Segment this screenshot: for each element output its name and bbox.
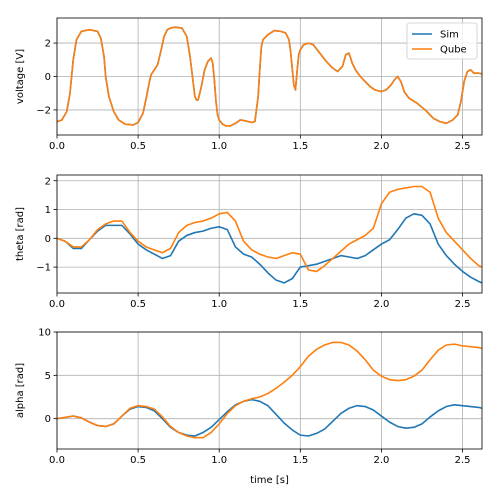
y-tick-label: 10 bbox=[38, 328, 51, 339]
series-line-qube bbox=[57, 341, 482, 439]
y-tick-label: 0 bbox=[45, 234, 51, 245]
x-tick-label: 1.0 bbox=[211, 299, 227, 310]
x-tick-label: 0.0 bbox=[49, 455, 65, 466]
y-tick-label: 5 bbox=[45, 371, 51, 382]
y-tick-label: 0 bbox=[45, 72, 51, 83]
series-line-qube bbox=[57, 185, 482, 273]
legend-label-sim: Sim bbox=[440, 30, 459, 41]
y-axis-label: voltage [V] bbox=[15, 49, 26, 104]
x-tick-label: 2.5 bbox=[455, 455, 471, 466]
x-tick-label: 0.0 bbox=[49, 141, 65, 152]
chart-panel-1: 0.0 0.5 1.0 1.5 2.0 2.5 −2 0 2 voltage [V] Sim Qube bbox=[15, 17, 483, 152]
y-tick-label: −1 bbox=[36, 263, 51, 274]
x-tick-label: 0.0 bbox=[49, 299, 65, 310]
series-group bbox=[57, 341, 482, 439]
y-tick-label: 1 bbox=[45, 205, 51, 216]
x-tick-label: 2.5 bbox=[455, 299, 471, 310]
x-tick-label: 1.5 bbox=[292, 455, 308, 466]
x-tick-label: 1.5 bbox=[292, 141, 308, 152]
x-tick-label: 0.5 bbox=[130, 141, 146, 152]
x-tick-label: 0.5 bbox=[130, 299, 146, 310]
series-line-qube bbox=[57, 26, 482, 127]
plot-frame bbox=[56, 174, 483, 294]
x-tick-label: 2.0 bbox=[373, 141, 389, 152]
x-tick-label: 1.0 bbox=[211, 141, 227, 152]
x-tick-label: 1.0 bbox=[211, 455, 227, 466]
y-axis-label: alpha [rad] bbox=[15, 363, 26, 418]
x-tick-label: 0.5 bbox=[130, 455, 146, 466]
chart-panel-2: 0.0 0.5 1.0 1.5 2.0 2.5 −1 0 1 2 theta [rad] bbox=[15, 174, 483, 310]
series-line-sim bbox=[57, 213, 482, 284]
x-axis-label: time [s] bbox=[250, 475, 289, 486]
y-axis-label: theta [rad] bbox=[15, 207, 26, 261]
legend-label-qube: Qube bbox=[440, 45, 467, 56]
x-tick-label: 2.0 bbox=[373, 455, 389, 466]
y-tick-label: 2 bbox=[45, 39, 51, 50]
legend: Sim Qube bbox=[406, 22, 478, 60]
y-tick-label: 2 bbox=[45, 176, 51, 187]
y-tick-label: 0 bbox=[45, 414, 51, 425]
x-tick-label: 2.0 bbox=[373, 299, 389, 310]
chart-panel-3: 0.0 0.5 1.0 1.5 2.0 2.5 0 5 10 alpha [rad] time [s… bbox=[15, 328, 483, 486]
series-group bbox=[57, 26, 482, 127]
y-tick-label: −2 bbox=[36, 105, 51, 116]
series-group bbox=[57, 185, 482, 284]
plot-frame bbox=[56, 331, 483, 450]
legend-box bbox=[406, 22, 478, 60]
x-tick-label: 2.5 bbox=[455, 141, 471, 152]
x-tick-label: 1.5 bbox=[292, 299, 308, 310]
